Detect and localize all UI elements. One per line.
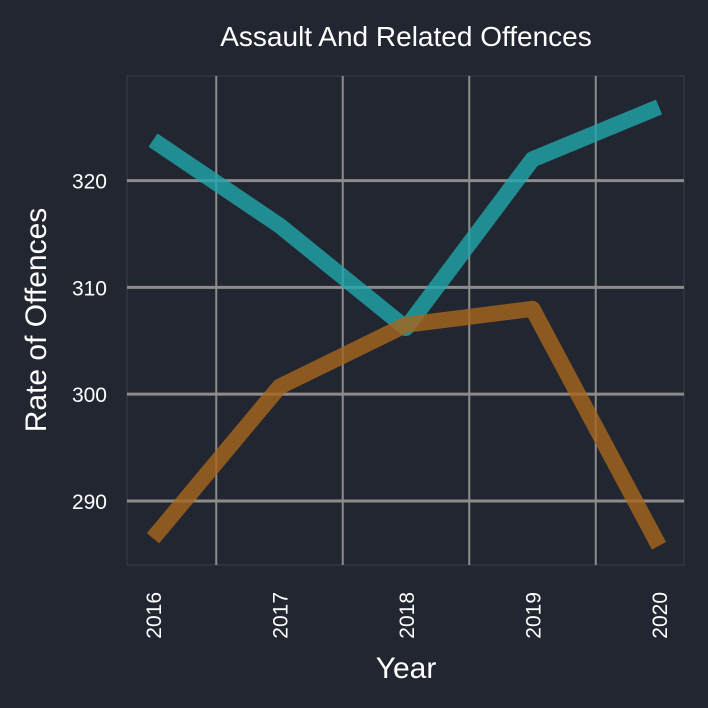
chart-title: Assault And Related Offences	[220, 21, 592, 52]
x-tick-labels: 2016 2017 2018 2019 2020	[143, 592, 672, 639]
plot-panel	[126, 75, 685, 566]
x-tick-label: 2018	[396, 592, 419, 639]
series-lines	[146, 99, 667, 550]
y-tick-label: 290	[72, 491, 107, 514]
y-tick-labels: 290 300 310 320	[72, 171, 107, 514]
series-line-1	[148, 99, 663, 336]
series-line-2	[146, 300, 667, 550]
x-tick-label: 2019	[523, 592, 546, 639]
x-tick-label: 2017	[270, 592, 293, 639]
x-tick-label: 2016	[143, 592, 166, 639]
y-tick-label: 310	[72, 277, 107, 300]
y-tick-label: 300	[72, 384, 107, 407]
y-tick-label: 320	[72, 171, 107, 194]
x-tick-label: 2020	[649, 592, 672, 639]
y-axis-title: Rate of Offences	[20, 208, 53, 433]
x-axis-title: Year	[376, 652, 437, 685]
